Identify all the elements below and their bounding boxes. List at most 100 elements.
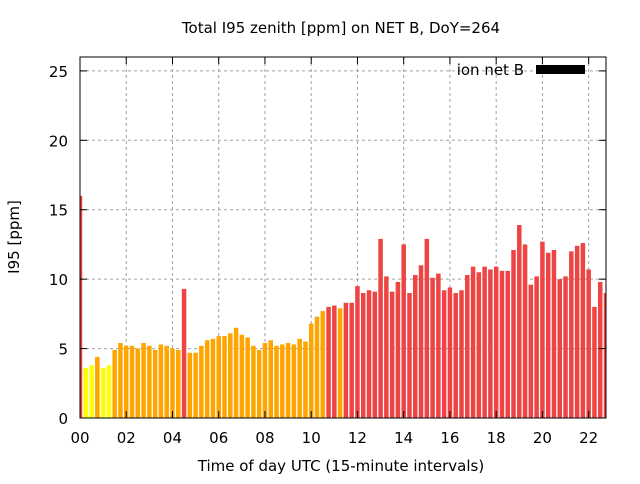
- bar: [204, 340, 210, 418]
- bar: [129, 345, 135, 418]
- bar: [337, 308, 343, 418]
- bar: [580, 243, 586, 418]
- bar: [551, 249, 557, 418]
- bar: [488, 269, 493, 418]
- bar: [332, 305, 337, 418]
- bar: [482, 266, 487, 418]
- bar: [187, 352, 193, 418]
- bar: [597, 281, 603, 418]
- bar: [401, 244, 406, 418]
- legend-label: ion net B: [457, 61, 524, 79]
- bar: [569, 251, 574, 418]
- y-axis-label: I95 [ppm]: [5, 200, 23, 274]
- bar: [181, 288, 187, 418]
- bar: [291, 344, 297, 418]
- ticks: 0 5 10 15 20 25 00 02 04 06 08 10 12 14 16 18 20 22: [49, 57, 606, 447]
- bar: [459, 290, 464, 418]
- bar: [528, 284, 534, 418]
- bar: [326, 306, 331, 418]
- bar: [465, 274, 470, 418]
- x-tick-label: 00: [70, 429, 89, 447]
- x-tick-label: 02: [117, 429, 136, 447]
- bar: [603, 293, 606, 418]
- bar: [389, 291, 395, 418]
- bar: [251, 345, 256, 418]
- bar: [262, 343, 268, 418]
- bar: [314, 316, 320, 418]
- bar: [418, 265, 424, 418]
- bar: [453, 293, 458, 418]
- bar: [164, 345, 169, 418]
- bar: [285, 343, 291, 418]
- bar: [80, 195, 83, 418]
- legend: ion net B: [457, 61, 585, 79]
- bar: [430, 277, 435, 418]
- x-tick-label: 18: [487, 429, 506, 447]
- x-tick-label: 20: [533, 429, 552, 447]
- x-tick-label: 14: [394, 429, 413, 447]
- bar: [534, 276, 539, 418]
- bar: [378, 238, 383, 418]
- x-tick-label: 04: [163, 429, 182, 447]
- bar: [100, 368, 106, 418]
- bar: [343, 302, 349, 418]
- bar: [441, 290, 447, 418]
- bar: [563, 276, 568, 418]
- bar: [436, 273, 441, 418]
- bar: [123, 345, 129, 418]
- y-tick-label: 15: [49, 202, 68, 220]
- bar: [308, 323, 314, 418]
- bar: [517, 225, 522, 418]
- bar: [170, 348, 175, 418]
- x-tick-label: 16: [440, 429, 459, 447]
- legend-swatch: [536, 65, 585, 74]
- bar: [147, 345, 152, 418]
- bar: [112, 349, 117, 418]
- bar: [511, 249, 516, 418]
- bar: [239, 334, 245, 418]
- bar: [280, 344, 285, 418]
- bar: [135, 348, 141, 418]
- bars: [80, 195, 606, 418]
- bar: [210, 338, 216, 418]
- bar: [366, 290, 372, 418]
- bar: [574, 245, 580, 418]
- x-tick-label: 06: [209, 429, 228, 447]
- x-tick-label: 08: [255, 429, 274, 447]
- chart-title: Total I95 zenith [ppm] on NET B, DoY=264: [181, 19, 500, 37]
- bar: [320, 311, 326, 418]
- x-axis-label: Time of day UTC (15-minute intervals): [197, 457, 484, 475]
- bar: [152, 349, 158, 418]
- bar: [193, 352, 198, 418]
- bar: [245, 337, 250, 418]
- bar: [540, 241, 545, 418]
- bar: [395, 281, 401, 418]
- bar: [216, 336, 221, 418]
- bar: [349, 302, 354, 418]
- bar: [222, 336, 227, 418]
- bar: [297, 338, 302, 418]
- bar: [470, 266, 476, 418]
- bar: [499, 270, 505, 418]
- bar: [256, 349, 262, 418]
- bar: [476, 272, 482, 418]
- bar: [158, 344, 164, 418]
- bar: [89, 365, 94, 418]
- bar: [372, 291, 378, 418]
- y-tick-label: 20: [49, 132, 68, 150]
- bar: [268, 340, 274, 418]
- bar: [228, 333, 233, 418]
- x-tick-label: 10: [302, 429, 321, 447]
- bar: [233, 327, 239, 418]
- bar: [557, 279, 563, 418]
- bar: [592, 306, 597, 418]
- y-tick-label: 25: [49, 63, 68, 81]
- x-tick-label: 12: [348, 429, 367, 447]
- bar: [95, 356, 100, 418]
- bar: [303, 341, 308, 418]
- bar: [505, 270, 510, 418]
- bar: [384, 276, 389, 418]
- y-tick-label: 5: [58, 341, 68, 359]
